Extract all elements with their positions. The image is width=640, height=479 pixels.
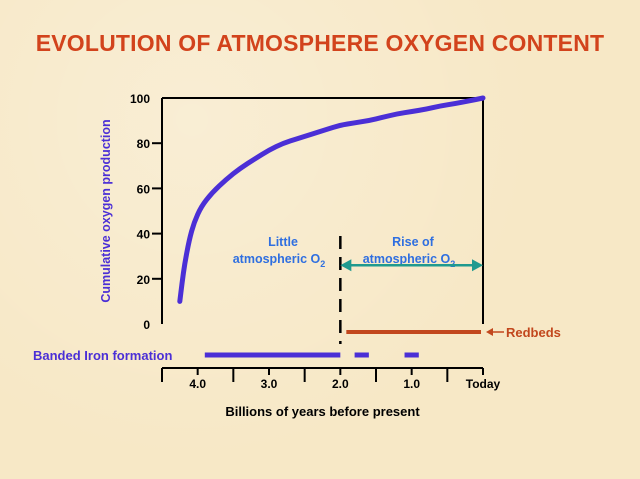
x-tick-label: Today [466,377,501,391]
rise-arrow-head-right [472,259,483,272]
note-little-o2-line2: atmospheric O2 [233,252,326,269]
x-tick-label: 3.0 [261,377,278,391]
y-tick-label: 80 [137,137,151,151]
oxygen-curve [177,95,486,304]
note-little-o2-subscript: 2 [320,259,325,269]
redbeds-label: Redbeds [506,325,561,340]
x-tick-label: 4.0 [189,377,206,391]
y-tick-label: 20 [137,273,151,287]
note-rise-o2-line1: Rise of [392,235,435,249]
redbeds-pointer-head [486,328,493,336]
x-tick-label: 1.0 [403,377,420,391]
note-little-o2-line1: Little [268,235,298,249]
y-tick-label: 40 [137,228,151,242]
x-axis-label: Billions of years before present [225,404,420,419]
y-tick-label: 100 [130,92,150,106]
banded-iron-label: Banded Iron formation [33,348,172,363]
chart-title: EVOLUTION OF ATMOSPHERE OXYGEN CONTENT [35,30,605,56]
y-tick-label: 60 [137,182,151,196]
y-tick-label: 0 [143,318,150,332]
x-tick-label: 2.0 [332,377,349,391]
y-axis-label: Cumulative oxygen production [99,119,113,302]
rise-arrow-head-left [340,259,352,272]
